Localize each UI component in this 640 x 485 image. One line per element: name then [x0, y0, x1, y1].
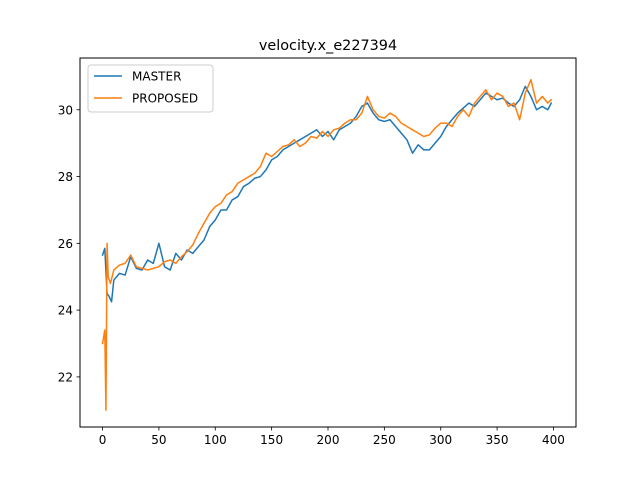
y-axis-ticks: 22 24 26 28 30: [58, 103, 80, 384]
x-tick-label: 100: [204, 433, 227, 447]
chart-title: velocity.x_e227394: [259, 38, 397, 54]
series-line-proposed: [101, 78, 553, 412]
y-tick-label: 26: [58, 237, 73, 251]
series-layer: [101, 78, 553, 412]
y-tick-label: 24: [58, 304, 73, 318]
legend-proposed-label: PROPOSED: [132, 92, 198, 106]
legend-master-label: MASTER: [132, 70, 181, 84]
x-tick-label: 250: [373, 433, 396, 447]
x-axis-ticks: 0 50 100 150 200 250 300 350 400: [99, 427, 565, 447]
x-tick-label: 300: [429, 433, 452, 447]
x-tick-label: 0: [99, 433, 107, 447]
x-tick-label: 50: [151, 433, 166, 447]
x-tick-label: 150: [260, 433, 283, 447]
y-tick-label: 22: [58, 370, 73, 384]
y-tick-label: 30: [58, 103, 73, 117]
legend: MASTER PROPOSED: [87, 64, 214, 113]
x-tick-label: 200: [317, 433, 340, 447]
plot-area: [80, 58, 576, 427]
y-tick-label: 28: [58, 170, 73, 184]
x-tick-label: 350: [486, 433, 509, 447]
x-tick-label: 400: [542, 433, 565, 447]
